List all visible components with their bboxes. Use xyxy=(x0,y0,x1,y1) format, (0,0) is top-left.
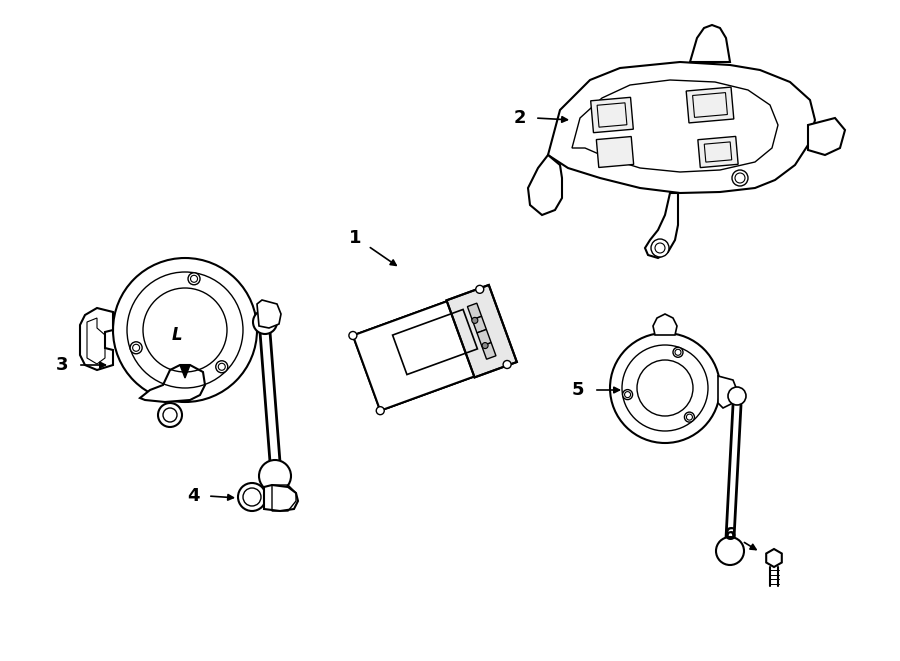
Circle shape xyxy=(503,360,511,368)
Circle shape xyxy=(732,170,748,186)
Polygon shape xyxy=(808,118,845,155)
Polygon shape xyxy=(360,287,515,408)
Polygon shape xyxy=(477,329,491,346)
Text: 3: 3 xyxy=(56,356,68,374)
Circle shape xyxy=(651,239,669,257)
Polygon shape xyxy=(645,193,678,258)
Circle shape xyxy=(253,310,277,334)
Polygon shape xyxy=(80,308,113,370)
Polygon shape xyxy=(140,365,205,402)
Text: L: L xyxy=(172,326,183,344)
Text: 6: 6 xyxy=(724,526,736,544)
Circle shape xyxy=(673,347,683,358)
Circle shape xyxy=(188,273,200,285)
Polygon shape xyxy=(467,303,482,320)
Polygon shape xyxy=(353,290,507,410)
Circle shape xyxy=(113,258,257,402)
Text: 5: 5 xyxy=(572,381,584,399)
Circle shape xyxy=(716,537,744,565)
Polygon shape xyxy=(264,485,298,511)
Circle shape xyxy=(259,460,291,492)
Text: 2: 2 xyxy=(514,109,526,127)
Circle shape xyxy=(476,286,483,293)
Polygon shape xyxy=(257,300,281,328)
Polygon shape xyxy=(482,342,496,359)
Polygon shape xyxy=(528,155,562,215)
Polygon shape xyxy=(698,136,738,168)
Circle shape xyxy=(158,403,182,427)
Polygon shape xyxy=(653,314,677,335)
Text: 4: 4 xyxy=(187,487,199,505)
Text: 1: 1 xyxy=(349,229,361,247)
Circle shape xyxy=(610,333,720,443)
Polygon shape xyxy=(353,290,507,410)
Polygon shape xyxy=(718,376,737,408)
Circle shape xyxy=(472,317,478,323)
Polygon shape xyxy=(686,87,733,123)
Circle shape xyxy=(482,342,488,348)
Circle shape xyxy=(684,412,695,422)
Circle shape xyxy=(623,389,633,400)
Circle shape xyxy=(376,407,384,414)
Circle shape xyxy=(238,483,266,511)
Polygon shape xyxy=(766,549,782,567)
Polygon shape xyxy=(690,25,730,62)
Circle shape xyxy=(130,342,142,354)
Polygon shape xyxy=(548,62,815,193)
Polygon shape xyxy=(597,137,634,167)
Circle shape xyxy=(728,387,746,405)
Circle shape xyxy=(349,332,357,340)
Circle shape xyxy=(216,361,228,373)
Polygon shape xyxy=(472,317,486,333)
Polygon shape xyxy=(446,285,517,377)
Polygon shape xyxy=(590,97,634,133)
Polygon shape xyxy=(180,365,190,378)
